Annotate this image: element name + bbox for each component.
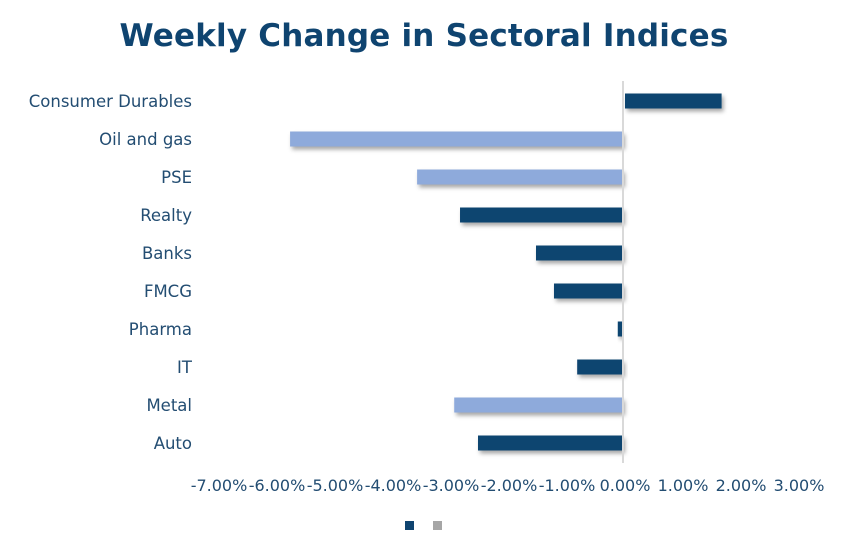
chart-title: Weekly Change in Sectoral Indices: [119, 18, 729, 54]
bar-auto: [478, 435, 623, 451]
bar-pharma: [617, 321, 623, 337]
x-tick-label: -3.00%: [423, 476, 480, 495]
category-label: IT: [177, 358, 193, 377]
category-label: Consumer Durables: [29, 92, 192, 111]
legend-swatch: [405, 521, 414, 530]
x-tick-label: 2.00%: [716, 476, 767, 495]
x-tick-labels: -7.00% -6.00% -5.00% -4.00% -3.00% -2.00% -1.0…: [191, 476, 825, 495]
category-labels: Consumer Durables Oil and gas PSE Realty Ban…: [29, 92, 193, 453]
x-tick-label: 1.00%: [658, 476, 709, 495]
bar-pse: [417, 169, 623, 185]
category-label: Auto: [154, 434, 192, 453]
category-label: Banks: [142, 244, 192, 263]
bars-group: [290, 93, 722, 451]
category-label: Oil and gas: [99, 130, 192, 149]
x-tick-label: -2.00%: [481, 476, 538, 495]
x-tick-label: -7.00%: [191, 476, 248, 495]
category-label: Realty: [140, 206, 192, 225]
category-label: Metal: [146, 396, 192, 415]
bar-metal: [454, 397, 623, 413]
x-tick-label: -4.00%: [365, 476, 422, 495]
bar-realty: [460, 207, 623, 223]
category-label: FMCG: [144, 282, 192, 301]
legend-swatch: [433, 521, 442, 530]
x-tick-label: 3.00%: [774, 476, 825, 495]
x-tick-label: -5.00%: [307, 476, 364, 495]
bar-fmcg: [553, 283, 623, 299]
bar-oil-and-gas: [290, 131, 623, 147]
category-label: PSE: [161, 168, 192, 187]
x-tick-label: -6.00%: [249, 476, 306, 495]
x-tick-label: 0.00%: [600, 476, 651, 495]
bar-consumer-durables: [625, 93, 722, 109]
category-label: Pharma: [129, 320, 192, 339]
legend: [405, 521, 442, 530]
bar-it: [577, 359, 623, 375]
bar-banks: [536, 245, 623, 261]
x-tick-label: -1.00%: [539, 476, 596, 495]
